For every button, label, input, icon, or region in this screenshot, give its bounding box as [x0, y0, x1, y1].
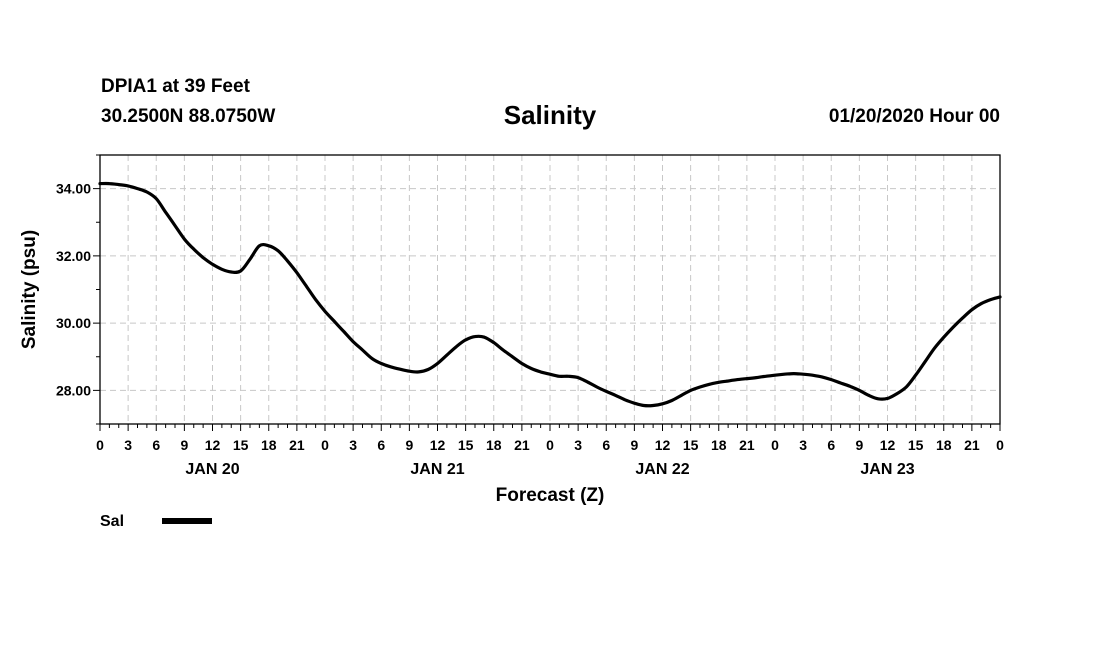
series-line-sal — [98, 181, 1002, 408]
x-tick-label: 21 — [514, 437, 530, 453]
x-tick-label: 6 — [602, 437, 610, 453]
forecast-datetime: 01/20/2020 Hour 00 — [828, 106, 1000, 127]
x-tick-label: 9 — [405, 437, 413, 453]
y-tick-label: 30.00 — [56, 315, 91, 331]
x-tick-label: 6 — [377, 437, 385, 453]
x-tick-label: 0 — [771, 437, 779, 453]
x-tick-label: 18 — [711, 437, 727, 453]
x-tick-label: 0 — [321, 437, 329, 453]
x-tick-label: 3 — [124, 437, 132, 453]
x-tick-label: 15 — [458, 437, 474, 453]
y-tick-label: 32.00 — [56, 248, 91, 264]
x-tick-label: 18 — [936, 437, 952, 453]
x-tick-label: 21 — [739, 437, 755, 453]
y-axis-title: Salinity (psu) — [19, 230, 40, 349]
station-label: DPIA1 at 39 Feet — [101, 76, 250, 97]
x-tick-label: 9 — [630, 437, 638, 453]
x-tick-label: 18 — [261, 437, 277, 453]
x-tick-label: 9 — [180, 437, 188, 453]
station-coordinates: 30.2500N 88.0750W — [101, 106, 276, 127]
x-axis-title: Forecast (Z) — [496, 485, 605, 506]
x-tick-label: 3 — [349, 437, 357, 453]
x-tick-label: 12 — [880, 437, 896, 453]
x-tick-label: 0 — [96, 437, 104, 453]
day-label: JAN 23 — [860, 461, 914, 478]
x-tick-label: 0 — [996, 437, 1004, 453]
x-tick-label: 6 — [827, 437, 835, 453]
y-tick-label: 28.00 — [56, 382, 91, 398]
legend-label: Sal — [100, 513, 124, 530]
day-label: JAN 22 — [635, 461, 689, 478]
x-tick-label: 15 — [233, 437, 249, 453]
chart-title: Salinity — [503, 100, 597, 130]
x-tick-label: 21 — [289, 437, 305, 453]
x-tick-label: 15 — [908, 437, 924, 453]
day-label: JAN 21 — [410, 461, 464, 478]
x-tick-label: 12 — [205, 437, 221, 453]
x-tick-label: 6 — [152, 437, 160, 453]
x-tick-label: 0 — [546, 437, 554, 453]
x-tick-label: 3 — [799, 437, 807, 453]
x-tick-label: 9 — [855, 437, 863, 453]
x-tick-label: 3 — [574, 437, 582, 453]
x-tick-label: 18 — [486, 437, 502, 453]
x-tick-label: 12 — [430, 437, 446, 453]
x-tick-label: 12 — [655, 437, 671, 453]
x-tick-label: 15 — [683, 437, 699, 453]
x-tick-label: 21 — [964, 437, 980, 453]
day-label: JAN 20 — [185, 461, 239, 478]
y-tick-label: 34.00 — [56, 181, 91, 197]
